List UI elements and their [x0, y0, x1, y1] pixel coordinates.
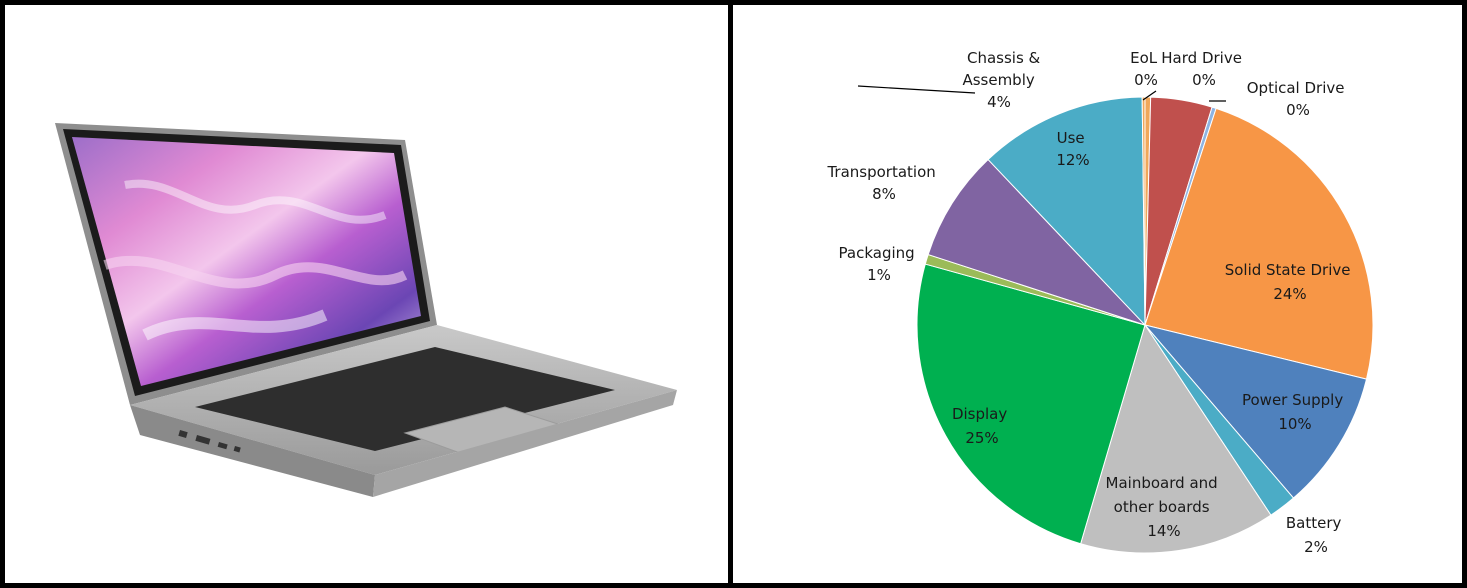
label-battery: Battery 2%: [1286, 514, 1346, 556]
laptop-photo-panel: [0, 0, 733, 588]
label-chassis: Chassis & Assembly 4%: [962, 49, 1045, 111]
pie-slice-chassis: [1141, 96, 1146, 326]
laptop-front-edge: [130, 405, 375, 497]
label-transportation: Transportation 8%: [826, 163, 940, 203]
label-solid-state-drive: Solid State Drive 24%: [1225, 261, 1356, 303]
label-eol: EoL 0%: [1130, 49, 1162, 89]
label-display: Display 25%: [952, 405, 1012, 447]
pie-slice-solid-state-drive: [1144, 107, 1374, 380]
leader-line-chassis: [857, 85, 976, 94]
laptop-illustration: [55, 123, 677, 497]
chart-panel: Chassis & Assembly 4% EoL 0% Hard Drive …: [728, 0, 1467, 588]
pie-slice-transportation: [927, 158, 1146, 326]
leader-line-hard-drive: [1142, 90, 1157, 101]
label-mainboard: Mainboard and other boards 14%: [1106, 474, 1223, 540]
pie-slice-power-supply: [1143, 324, 1368, 499]
pie-slices: [916, 96, 1374, 554]
label-hard-drive: Hard Drive 0%: [1161, 49, 1246, 89]
laptop-keyboard: [195, 347, 615, 451]
label-packaging: Packaging 1%: [839, 244, 920, 284]
pie-chart: Chassis & Assembly 4% EoL 0% Hard Drive …: [826, 49, 1374, 556]
label-use: Use 12%: [1056, 129, 1089, 169]
pie-slice-use: [987, 96, 1146, 327]
label-optical-drive: Optical Drive 0%: [1247, 79, 1350, 119]
pie-slice-mainboard: [1080, 323, 1272, 554]
pie-slice-display: [916, 263, 1146, 545]
label-power-supply: Power Supply 10%: [1242, 391, 1348, 433]
